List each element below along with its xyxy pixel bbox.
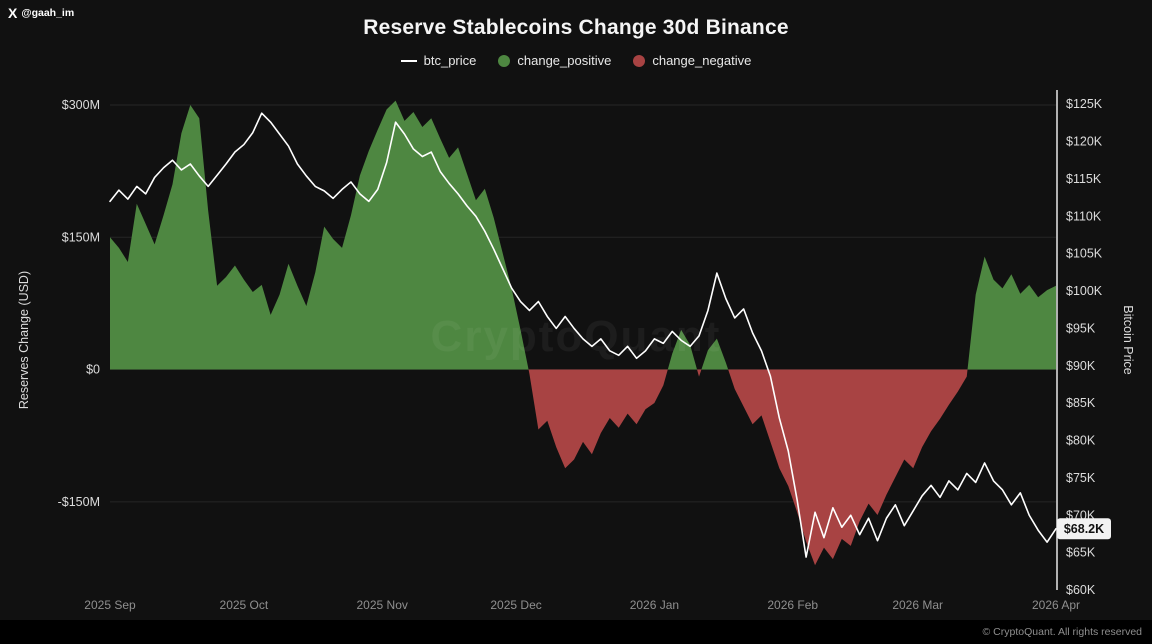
page-title: Reserve Stablecoins Change 30d Binance [363, 16, 789, 39]
left-axis-title: Reserves Change (USD) [17, 271, 31, 409]
right-axis-tick-label: $85K [1066, 396, 1096, 410]
right-axis-tick-label: $100K [1066, 284, 1103, 298]
left-axis-tick-label: $0 [86, 363, 100, 377]
x-axis-tick-label: 2025 Sep [84, 598, 136, 612]
right-axis-tick-label: $125K [1066, 97, 1103, 111]
right-axis-title: Bitcoin Price [1121, 305, 1135, 375]
positive-dot-icon [498, 54, 511, 67]
x-axis-tick-label: 2026 Mar [892, 598, 943, 612]
left-axis-tick-label: $150M [62, 230, 100, 244]
footer-bar: © CryptoQuant. All rights reserved [0, 620, 1152, 644]
legend-item-change-negative[interactable]: change_negative [633, 53, 751, 68]
line-swatch-icon [400, 59, 417, 62]
social-handle: X @gaah_im [8, 6, 74, 20]
right-axis-tick-label: $95K [1066, 321, 1096, 335]
left-axis-tick-label: $300M [62, 98, 100, 112]
x-axis-tick-label: 2025 Dec [490, 598, 541, 612]
legend-label: change_negative [652, 53, 752, 68]
legend-label: btc_price [423, 53, 477, 68]
reserves-positive-area [110, 100, 1056, 370]
legend-item-change-positive[interactable]: change_positive [498, 53, 611, 68]
legend-item-btc-price[interactable]: btc_price [400, 53, 477, 68]
x-axis-tick-label: 2025 Nov [357, 598, 408, 612]
current-price-badge: $68.2K [1057, 518, 1111, 540]
current-price-badge-label: $68.2K [1064, 522, 1104, 536]
negative-dot-icon [633, 54, 646, 67]
right-axis-tick-label: $105K [1066, 247, 1103, 261]
social-handle-text: @gaah_im [21, 7, 75, 19]
right-axis-tick-label: $60K [1066, 583, 1096, 597]
btc-price-line [109, 112, 1057, 558]
x-axis-tick-label: 2026 Apr [1032, 598, 1080, 612]
right-axis-tick-label: $110K [1066, 209, 1102, 223]
chart-area[interactable]: $300M $150M $0 -$150M $125K $120K $115K $110K $1… [0, 80, 1152, 625]
right-axis-tick-label: $120K [1066, 135, 1103, 149]
chart-legend: btc_price change_positive change_negativ… [0, 53, 1152, 68]
right-axis-tick-label: $75K [1066, 471, 1096, 485]
right-axis-tick-label: $80K [1066, 434, 1096, 448]
x-axis-tick-label: 2026 Feb [767, 598, 818, 612]
legend-label: change_positive [517, 53, 612, 68]
right-axis-tick-label: $65K [1066, 546, 1096, 560]
reserves-negative-area [528, 369, 968, 566]
right-axis-tick-label: $115K [1066, 172, 1102, 186]
right-axis-tick-label: $90K [1066, 359, 1096, 373]
left-axis-tick-label: -$150M [58, 495, 100, 509]
copyright-text: © CryptoQuant. All rights reserved [982, 626, 1142, 638]
x-logo-icon: X [8, 5, 18, 21]
x-axis-tick-label: 2025 Oct [220, 598, 269, 612]
x-axis-tick-label: 2026 Jan [630, 598, 679, 612]
chart-canvas[interactable]: $300M $150M $0 -$150M $125K $120K $115K $110K $1… [0, 80, 1152, 620]
